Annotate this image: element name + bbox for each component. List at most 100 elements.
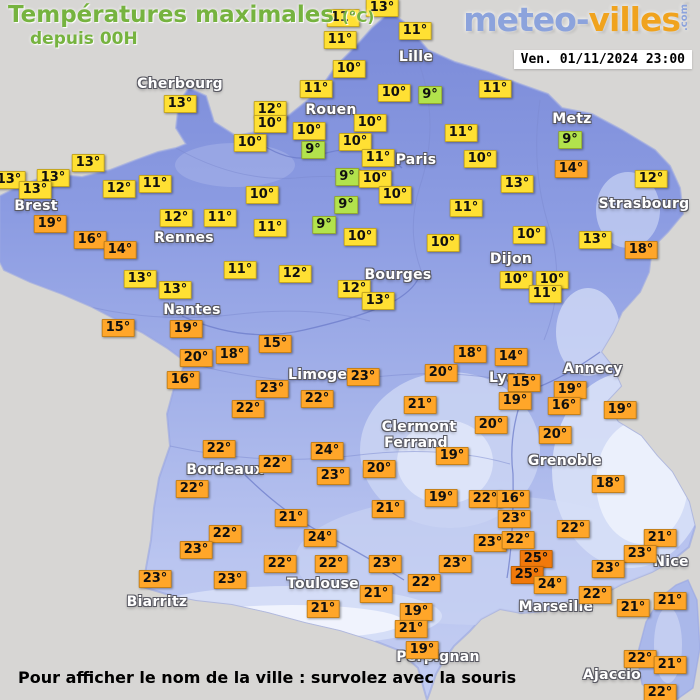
temp-label[interactable]: 11° (361, 149, 395, 167)
temp-label[interactable]: 19° (424, 489, 458, 507)
temp-label[interactable]: 11° (326, 9, 360, 27)
temp-label[interactable]: 16° (73, 231, 107, 249)
temp-label[interactable]: 22° (231, 400, 265, 418)
temp-label[interactable]: 14° (554, 160, 588, 178)
temp-label[interactable]: 18° (215, 346, 249, 364)
temp-label[interactable]: 10° (426, 234, 460, 252)
temp-label[interactable]: 16° (547, 397, 581, 415)
temp-label[interactable]: 14° (494, 348, 528, 366)
temp-label[interactable]: 9° (335, 168, 359, 186)
temp-label[interactable]: 12° (253, 101, 287, 119)
temp-label[interactable]: 22° (300, 390, 334, 408)
temp-label[interactable]: 20° (474, 416, 508, 434)
temp-label[interactable]: 21° (616, 599, 650, 617)
temp-label[interactable]: 23° (438, 555, 472, 573)
temp-label[interactable]: 10° (358, 170, 392, 188)
temp-label[interactable]: 21° (643, 529, 677, 547)
temp-label[interactable]: 22° (623, 650, 657, 668)
temp-label[interactable]: 13° (578, 231, 612, 249)
temp-label[interactable]: 22° (578, 586, 612, 604)
temp-label[interactable]: 10° (253, 115, 287, 133)
temp-label[interactable]: 18° (591, 475, 625, 493)
temp-label[interactable]: 19° (405, 641, 439, 659)
temp-label[interactable]: 24° (310, 442, 344, 460)
temp-label[interactable]: 14° (103, 241, 137, 259)
temp-label[interactable]: 15° (507, 374, 541, 392)
temp-label[interactable]: 23° (368, 555, 402, 573)
temp-label[interactable]: 19° (399, 603, 433, 621)
temp-label[interactable]: 20° (179, 349, 213, 367)
temp-label[interactable]: 10° (512, 226, 546, 244)
temp-label[interactable]: 22° (556, 520, 590, 538)
temp-label[interactable]: 22° (175, 480, 209, 498)
temp-label[interactable]: 13° (18, 181, 52, 199)
temp-label[interactable]: 24° (303, 529, 337, 547)
temp-label[interactable]: 18° (624, 241, 658, 259)
temp-label[interactable]: 15° (101, 319, 135, 337)
temp-label[interactable]: 13° (365, 0, 399, 17)
temp-label[interactable]: 11° (449, 199, 483, 217)
temp-label[interactable]: 10° (377, 84, 411, 102)
temp-label[interactable]: 20° (538, 426, 572, 444)
temp-label[interactable]: 21° (359, 585, 393, 603)
temp-label[interactable]: 13° (361, 292, 395, 310)
temp-label[interactable]: 16° (496, 490, 530, 508)
temp-label[interactable]: 9° (418, 86, 442, 104)
temp-label[interactable]: 20° (424, 364, 458, 382)
temp-label[interactable]: 19° (169, 320, 203, 338)
temp-label[interactable]: 22° (208, 525, 242, 543)
temp-label[interactable]: 10° (463, 150, 497, 168)
temp-label[interactable]: 19° (435, 447, 469, 465)
temp-label[interactable]: 9° (301, 141, 325, 159)
temp-label[interactable]: 11° (223, 261, 257, 279)
temp-label[interactable]: 18° (453, 345, 487, 363)
temp-label[interactable]: 20° (362, 460, 396, 478)
temp-label[interactable]: 23° (346, 368, 380, 386)
temp-label[interactable]: 23° (138, 570, 172, 588)
temp-label[interactable]: 13° (123, 270, 157, 288)
temp-label[interactable]: 11° (203, 209, 237, 227)
temp-label[interactable]: 11° (444, 124, 478, 142)
meteo-villes-logo[interactable]: meteo-villes.com (463, 0, 690, 40)
temp-label[interactable]: 22° (501, 531, 535, 549)
temp-label[interactable]: 10° (233, 134, 267, 152)
temp-label[interactable]: 12° (634, 170, 668, 188)
temp-label[interactable]: 22° (643, 684, 677, 700)
temp-label[interactable]: 23° (179, 541, 213, 559)
temp-label[interactable]: 21° (306, 600, 340, 618)
temp-label[interactable]: 10° (338, 133, 372, 151)
temp-label[interactable]: 11° (299, 80, 333, 98)
temp-label[interactable]: 19° (603, 401, 637, 419)
temp-label[interactable]: 22° (258, 455, 292, 473)
temp-label[interactable]: 11° (138, 175, 172, 193)
temp-label[interactable]: 22° (263, 555, 297, 573)
temp-label[interactable]: 13° (158, 281, 192, 299)
temp-label[interactable]: 24° (533, 576, 567, 594)
temp-label[interactable]: 25° (510, 566, 544, 584)
temp-label[interactable]: 19° (33, 215, 67, 233)
temp-label[interactable]: 16° (166, 371, 200, 389)
temp-label[interactable]: 21° (274, 509, 308, 527)
temp-label[interactable]: 22° (314, 555, 348, 573)
temp-label[interactable]: 19° (498, 392, 532, 410)
temp-label[interactable]: 22° (202, 440, 236, 458)
temp-label[interactable]: 22° (407, 574, 441, 592)
temp-label[interactable]: 23° (623, 545, 657, 563)
temp-label[interactable]: 9° (558, 131, 582, 149)
temp-label[interactable]: 13° (163, 95, 197, 113)
temp-label[interactable]: 10° (353, 114, 387, 132)
temp-label[interactable]: 12° (278, 265, 312, 283)
temp-label[interactable]: 11° (253, 219, 287, 237)
temp-label[interactable]: 10° (292, 122, 326, 140)
temp-label[interactable]: 21° (653, 656, 687, 674)
temp-label[interactable]: 23° (213, 571, 247, 589)
temp-label[interactable]: 11° (478, 80, 512, 98)
temp-label[interactable]: 12° (102, 180, 136, 198)
temp-label[interactable]: 11° (398, 22, 432, 40)
temp-label[interactable]: 10° (343, 228, 377, 246)
temp-label[interactable]: 23° (497, 510, 531, 528)
temp-label[interactable]: 21° (653, 592, 687, 610)
temp-label[interactable]: 10° (245, 186, 279, 204)
temp-label[interactable]: 10° (499, 271, 533, 289)
temp-label[interactable]: 23° (255, 380, 289, 398)
